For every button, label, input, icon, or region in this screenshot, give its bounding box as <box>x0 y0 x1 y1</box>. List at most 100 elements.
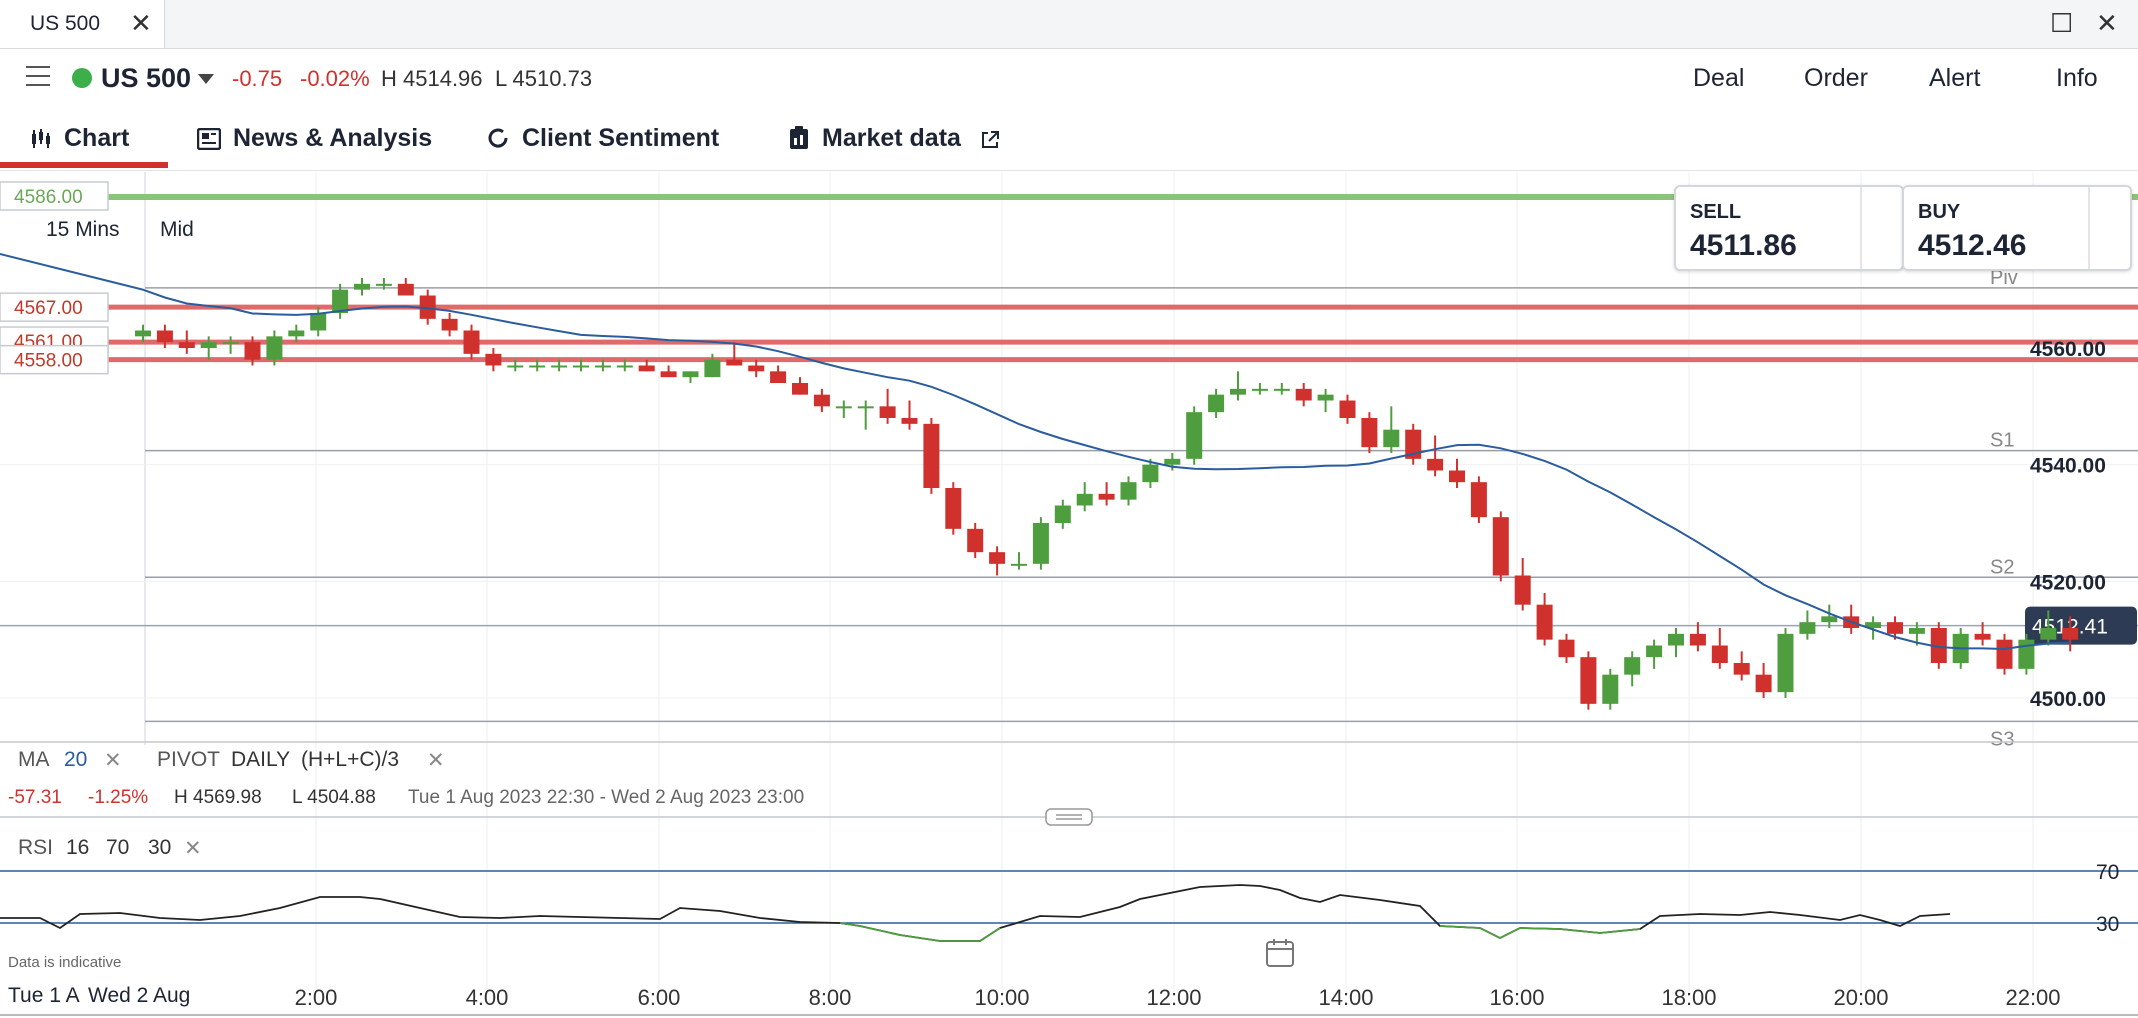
pane-resize-handle <box>1045 808 1093 826</box>
candle-body <box>616 365 633 368</box>
candle-body <box>1668 633 1684 646</box>
alert-button[interactable]: Alert <box>1929 64 1981 92</box>
candle-body <box>1405 429 1422 459</box>
tab-market-data[interactable]: Market data <box>788 124 1000 153</box>
candle-body <box>879 406 896 418</box>
candle-body <box>1492 517 1509 576</box>
rsi-oversold[interactable]: 30 <box>148 836 172 859</box>
chevron-down-icon[interactable] <box>198 74 214 84</box>
candle-body <box>332 289 349 313</box>
candle-body <box>901 418 918 424</box>
candle-body <box>857 406 874 409</box>
close-window-icon[interactable]: ✕ <box>2096 8 2118 38</box>
time-axis-label: 16:00 <box>1489 985 1544 1010</box>
calendar-icon[interactable] <box>1266 938 1294 968</box>
candle-body <box>1865 622 1882 628</box>
candle-body <box>354 283 370 290</box>
candle-body <box>529 365 546 368</box>
candle-body <box>397 283 414 296</box>
candle-body <box>1733 663 1750 675</box>
maximize-icon[interactable]: ☐ <box>2050 8 2074 38</box>
deal-button[interactable]: Deal <box>1693 64 1745 92</box>
pivot-label-s3: S3 <box>1990 728 2014 750</box>
pivot-label-pivot: Piv <box>1990 267 2018 289</box>
pivot-label: PIVOT <box>157 748 221 771</box>
remove-ma-icon[interactable]: ✕ <box>104 749 122 772</box>
tab-sentiment[interactable]: Client Sentiment <box>486 124 719 153</box>
market-status-dot <box>72 68 92 88</box>
candle-body <box>1230 388 1246 395</box>
sell-price: 4511.86 <box>1690 229 1797 262</box>
candle-body <box>244 342 261 360</box>
candle-body <box>704 359 721 378</box>
rsi-level-label: 30 <box>2096 913 2119 936</box>
time-axis-label: 6:00 <box>638 985 681 1010</box>
candle-body <box>266 336 283 360</box>
candle-body <box>967 528 984 553</box>
stats-change-percent: -1.25% <box>88 787 149 808</box>
tab-sentiment-label: Client Sentiment <box>522 124 720 152</box>
candle-body <box>551 365 568 368</box>
candle-body <box>2040 628 2057 640</box>
candle-body <box>813 394 830 407</box>
candle-body <box>288 330 305 337</box>
sell-button[interactable]: SELL 4511.86 <box>1674 185 1904 271</box>
sell-divider <box>1860 187 1862 269</box>
buy-button[interactable]: BUY 4512.46 <box>1902 185 2132 271</box>
candle-body <box>1580 657 1597 704</box>
rsi-oversold-segment <box>1439 925 1641 940</box>
close-tab-icon[interactable]: ✕ <box>130 8 152 38</box>
candle-body <box>1536 604 1553 640</box>
candle-body <box>507 365 524 368</box>
candle-body <box>1054 505 1071 523</box>
candle-body <box>1339 400 1356 418</box>
remove-pivot-icon[interactable]: ✕ <box>427 749 445 772</box>
candle-body <box>682 371 699 378</box>
rsi-overbought[interactable]: 70 <box>106 836 130 859</box>
green-level-tag-box <box>0 181 109 211</box>
candle-body <box>1777 633 1794 693</box>
candle-body <box>989 552 1006 564</box>
ma-period[interactable]: 20 <box>64 748 88 771</box>
candle-body <box>1317 394 1334 401</box>
candle-body <box>1295 388 1312 401</box>
candle-body <box>1208 394 1225 413</box>
window-titlebar: US 500 ✕ ☐ ✕ <box>0 0 2138 49</box>
candle-body <box>1449 470 1465 483</box>
candle-body <box>770 371 787 383</box>
candle-body <box>1383 429 1400 448</box>
candle-body <box>1514 575 1531 605</box>
stats-change-points: -57.31 <box>8 787 62 808</box>
candle-body <box>1996 639 2013 669</box>
pivot-period[interactable]: DAILY <box>231 748 291 771</box>
tab-chart[interactable]: Chart <box>30 124 129 153</box>
hamburger-menu-icon[interactable] <box>26 66 50 93</box>
buy-label: BUY <box>1918 201 1961 223</box>
news-icon <box>196 127 222 151</box>
price-type-selector[interactable]: Mid <box>160 218 194 241</box>
green-level-tag: 4586.00 <box>14 187 83 208</box>
red-level-tag-3-box <box>0 344 109 375</box>
remove-rsi-icon[interactable]: ✕ <box>184 837 202 860</box>
rsi-period[interactable]: 16 <box>66 836 90 859</box>
interval-selector[interactable]: 15 Mins <box>46 218 120 241</box>
pivot-label-s1: S1 <box>1990 430 2014 452</box>
price-axis-label: 4520.00 <box>2030 571 2106 594</box>
candle-body <box>923 423 940 488</box>
market-name[interactable]: US 500 <box>101 63 192 93</box>
candle-body <box>1799 622 1816 634</box>
data-indicative-note: Data is indicative <box>8 954 122 971</box>
market-tab[interactable]: US 500 ✕ <box>0 0 165 48</box>
pivot-formula[interactable]: (H+L+C)/3 <box>301 748 400 771</box>
candle-body <box>1887 622 1903 634</box>
price-chart[interactable]: PivS1S2S34586.004567.004561.004558.00456… <box>0 172 2138 1018</box>
stats-low: L 4504.88 <box>292 787 376 808</box>
rsi-label: RSI <box>18 836 54 859</box>
tab-news[interactable]: News & Analysis <box>196 124 432 153</box>
candle-body <box>1142 464 1159 483</box>
order-button[interactable]: Order <box>1804 64 1868 92</box>
candle-body <box>835 406 852 409</box>
candle-body <box>1689 633 1706 646</box>
candle-body <box>1711 645 1728 663</box>
info-button[interactable]: Info <box>2056 64 2098 92</box>
